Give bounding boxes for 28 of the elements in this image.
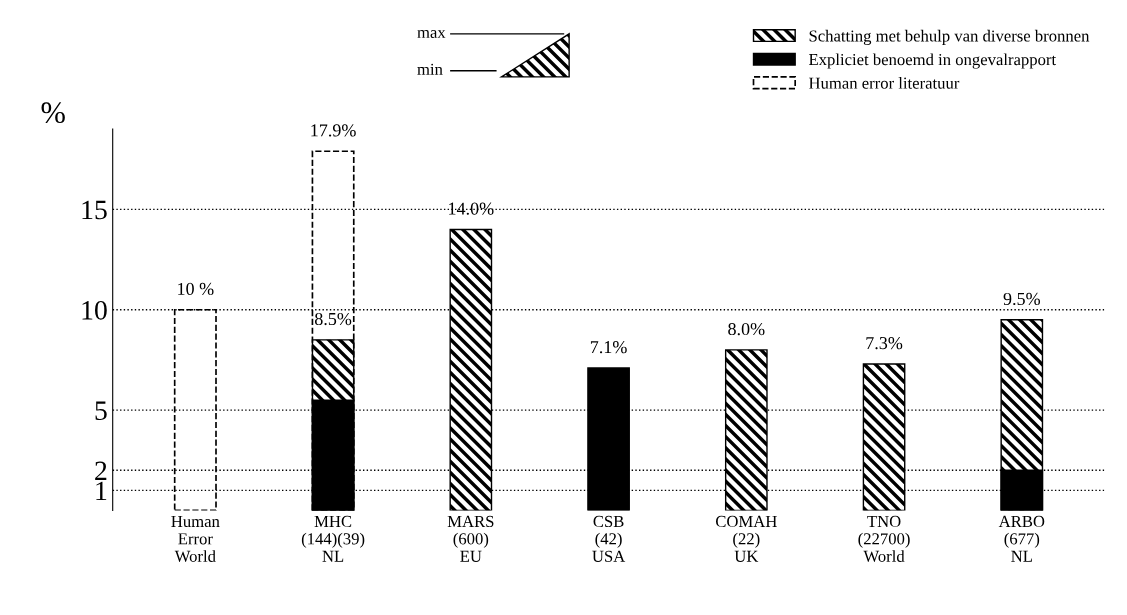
text: max [417, 29, 446, 38]
y-tick-label: 15 [82, 200, 107, 220]
data-label: 9.5% [1003, 292, 1040, 306]
x-tick-label: Human Error World [171, 515, 220, 562]
x-tick-label: CSB (42) USA [592, 515, 626, 562]
legend-label: Expliciet benoemd in ongevalrapport [808, 53, 1057, 69]
x-tick-label: MARS (600) EU [447, 515, 494, 562]
data-label: 7.1% [590, 341, 627, 354]
data-label: 17.9% [311, 124, 356, 137]
data-label: 7.3% [866, 336, 903, 350]
data-label: 8.5% [314, 312, 352, 326]
x-tick-label: MHC (144)(39) NL [301, 515, 365, 562]
y-tick-label: 1 [96, 481, 107, 501]
legend-label: Schatting met behulp van diverse bronnen [809, 29, 1090, 46]
data-label: 8.0% [728, 322, 765, 336]
y-axis-title: % [41, 102, 65, 124]
legend-label: Human error literatuur [808, 77, 960, 89]
x-tick-label: ARBO (677) NL [998, 515, 1045, 562]
data-label: 10 % [178, 282, 214, 296]
x-tick-label: TNO (22700) World [858, 515, 910, 562]
y-tick-label: 10 [82, 300, 107, 320]
y-tick-label: 5 [95, 401, 107, 421]
text: min [417, 63, 443, 75]
bar [587, 367, 630, 511]
y-tick-label: 2 [95, 461, 107, 480]
bar [862, 363, 906, 511]
x-tick-label: COMAH (22) UK [715, 515, 777, 562]
data-label: 14.0% [449, 202, 494, 215]
